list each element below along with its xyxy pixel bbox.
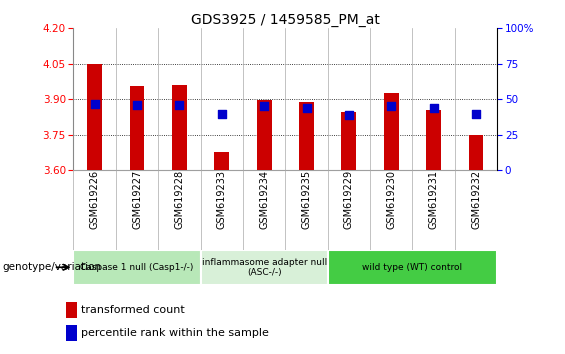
Point — [386, 103, 396, 109]
Point — [429, 105, 438, 111]
Text: GSM619230: GSM619230 — [386, 170, 396, 229]
Bar — [66, 325, 77, 341]
Point — [90, 102, 99, 107]
Bar — [328, 250, 497, 285]
Text: transformed count: transformed count — [81, 305, 185, 315]
Bar — [341, 112, 357, 170]
Text: Caspase 1 null (Casp1-/-): Caspase 1 null (Casp1-/-) — [80, 263, 194, 272]
Bar — [257, 100, 272, 170]
Point — [217, 112, 226, 117]
Text: GSM619232: GSM619232 — [471, 170, 481, 229]
Text: GSM619226: GSM619226 — [90, 170, 99, 229]
Bar — [201, 250, 328, 285]
Point — [302, 105, 311, 111]
Point — [132, 103, 141, 108]
Bar — [73, 250, 201, 285]
Point — [175, 102, 184, 108]
Title: GDS3925 / 1459585_PM_at: GDS3925 / 1459585_PM_at — [191, 13, 380, 27]
Text: GSM619233: GSM619233 — [217, 170, 227, 229]
Bar — [129, 86, 145, 170]
Point — [344, 112, 354, 118]
Point — [471, 112, 480, 117]
Bar — [172, 85, 187, 170]
Bar — [87, 64, 102, 170]
Text: genotype/variation: genotype/variation — [3, 262, 102, 272]
Text: GSM619228: GSM619228 — [175, 170, 184, 229]
Bar — [214, 152, 229, 170]
Bar — [66, 302, 77, 318]
Text: GSM619231: GSM619231 — [429, 170, 438, 229]
Text: GSM619235: GSM619235 — [302, 170, 311, 229]
Text: GSM619227: GSM619227 — [132, 170, 142, 229]
Bar — [384, 93, 399, 170]
Point — [259, 103, 269, 109]
Text: GSM619234: GSM619234 — [259, 170, 269, 229]
Text: wild type (WT) control: wild type (WT) control — [362, 263, 463, 272]
Bar — [426, 110, 441, 170]
Bar — [468, 135, 484, 170]
Bar — [299, 102, 314, 170]
Text: percentile rank within the sample: percentile rank within the sample — [81, 328, 270, 338]
Text: inflammasome adapter null
(ASC-/-): inflammasome adapter null (ASC-/-) — [202, 258, 327, 277]
Text: GSM619229: GSM619229 — [344, 170, 354, 229]
